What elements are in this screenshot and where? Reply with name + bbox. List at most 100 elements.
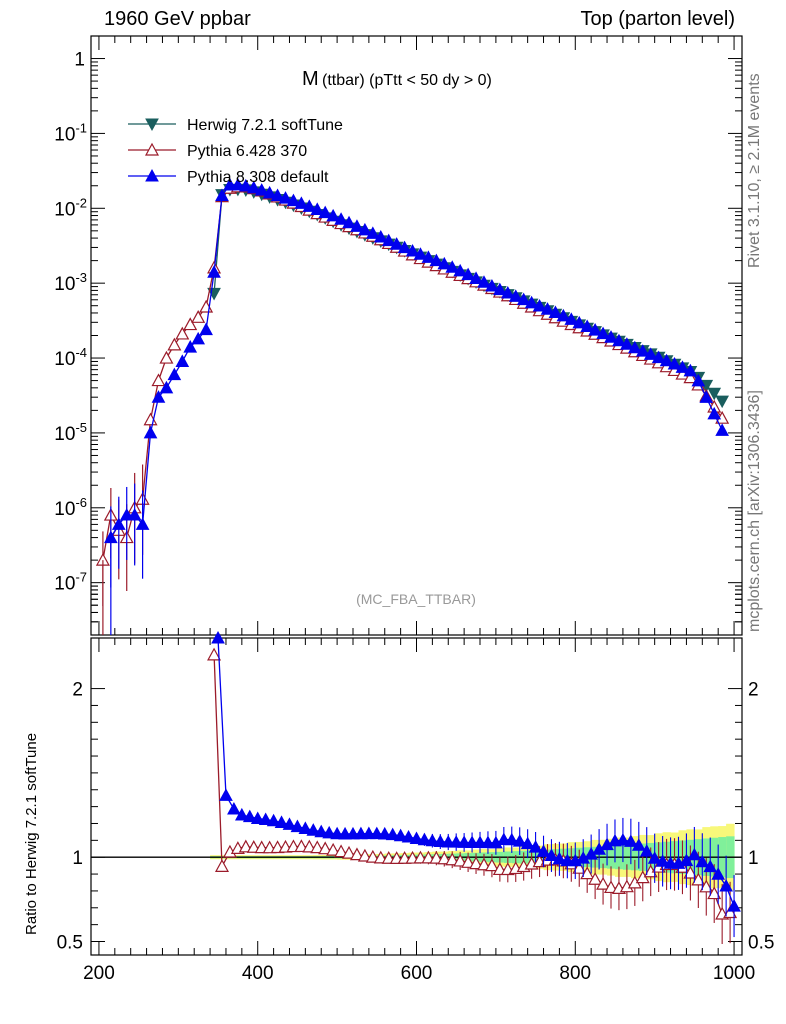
ratio-point [616, 832, 630, 846]
ratio-point [703, 859, 718, 873]
ratio-point [481, 835, 495, 849]
ratio-point [624, 834, 638, 847]
ratio-point [266, 813, 281, 827]
ratio-point [314, 824, 329, 838]
ratio-series-1 [211, 630, 741, 938]
data-point [620, 337, 634, 350]
data-point [413, 247, 428, 260]
ratio-series-0 [207, 647, 738, 945]
ratio-point [631, 838, 646, 851]
ratio-y-tick-label-right: 1 [748, 848, 759, 869]
ratio-point [727, 899, 741, 912]
series-line [213, 188, 723, 402]
x-tick-label: 600 [401, 963, 433, 984]
header-left: 1960 GeV ppbar [104, 8, 251, 30]
data-point [246, 180, 261, 194]
ratio-point [211, 630, 225, 644]
data-point [516, 292, 531, 306]
ratio-y-axis-label: Ratio to Herwig 7.2.1 softTune [23, 733, 40, 935]
data-point [159, 380, 174, 394]
ratio-point [219, 788, 233, 801]
ratio-point [580, 866, 595, 880]
data-point [159, 350, 174, 364]
ratio-point [596, 876, 611, 890]
data-point [286, 193, 301, 207]
ratio-point [504, 832, 519, 846]
series-2 [104, 177, 729, 588]
ratio-point [544, 848, 559, 862]
data-point [143, 425, 158, 439]
data-point [556, 308, 571, 322]
ratio-panel: 0.5 0.5 1 1 2 2 200 400 600 800 1000 Ratio to Herwi… [23, 630, 774, 984]
data-point [596, 326, 610, 340]
ratio-point [691, 872, 706, 886]
ratio-point [365, 849, 380, 863]
data-point [318, 205, 333, 219]
ratio-point [484, 858, 499, 872]
ratio-point [469, 856, 484, 870]
ratio-point [719, 879, 733, 892]
data-point [429, 253, 444, 267]
data-point [381, 233, 396, 247]
data-point [191, 331, 206, 345]
data-point [373, 229, 388, 243]
data-point [175, 326, 190, 340]
data-point [485, 278, 499, 292]
data-point [635, 344, 650, 357]
data-point [707, 406, 722, 420]
data-point [437, 256, 452, 270]
ratio-point [306, 823, 321, 836]
data-point [199, 322, 213, 336]
data-point [500, 286, 515, 299]
data-point [715, 423, 729, 436]
ratio-point [425, 833, 440, 847]
legend-entry: Pythia 6.428 370 [128, 142, 307, 160]
data-point [715, 395, 729, 409]
data-point [262, 185, 277, 199]
series-line [110, 184, 723, 538]
ratio-point [723, 905, 738, 919]
legend-marker [145, 118, 159, 132]
data-point [151, 390, 166, 403]
data-point [310, 202, 325, 215]
ratio-point [711, 867, 726, 880]
data-point [683, 363, 698, 377]
data-point [127, 508, 142, 521]
ratio-point [334, 844, 349, 858]
x-tick-label: 200 [83, 963, 115, 984]
data-point [302, 199, 317, 212]
data-point [453, 263, 468, 277]
data-point [365, 226, 380, 239]
data-point [707, 387, 722, 401]
data-point [389, 237, 404, 250]
ratio-point [552, 851, 567, 865]
ratio-point [639, 844, 654, 857]
ratio-point [282, 817, 297, 830]
data-point [508, 289, 523, 302]
ratio-point [302, 839, 317, 853]
ratio-point [214, 859, 230, 872]
data-point [524, 295, 539, 309]
data-point [540, 302, 555, 315]
ratio-point [603, 880, 619, 894]
legend-label: Herwig 7.2.1 softTune [187, 117, 343, 134]
chart-subtitle: (ttbar) (pTtt < 50 dy > 0) [322, 72, 492, 89]
ratio-point [572, 860, 587, 874]
data-point [135, 517, 150, 530]
data-point [111, 517, 126, 530]
ratio-point [207, 647, 222, 661]
main-panel: M (ttbar) (pTtt < 50 dy > 0) (MC_FBA_TTBAR… [54, 35, 743, 636]
data-point [604, 330, 618, 343]
legend-entry: Herwig 7.2.1 softTune [128, 117, 343, 134]
y-tick-label: 10-2 [54, 195, 87, 220]
ratio-point [393, 828, 408, 842]
data-point [683, 370, 698, 384]
legend-entry: Pythia 8.308 default [128, 168, 329, 186]
ratio-point [699, 879, 714, 893]
ratio-point [647, 851, 662, 864]
data-point [358, 222, 372, 236]
ratio-point [357, 848, 372, 862]
data-point [278, 191, 293, 204]
ratio-point [687, 847, 702, 861]
data-point [183, 317, 198, 331]
